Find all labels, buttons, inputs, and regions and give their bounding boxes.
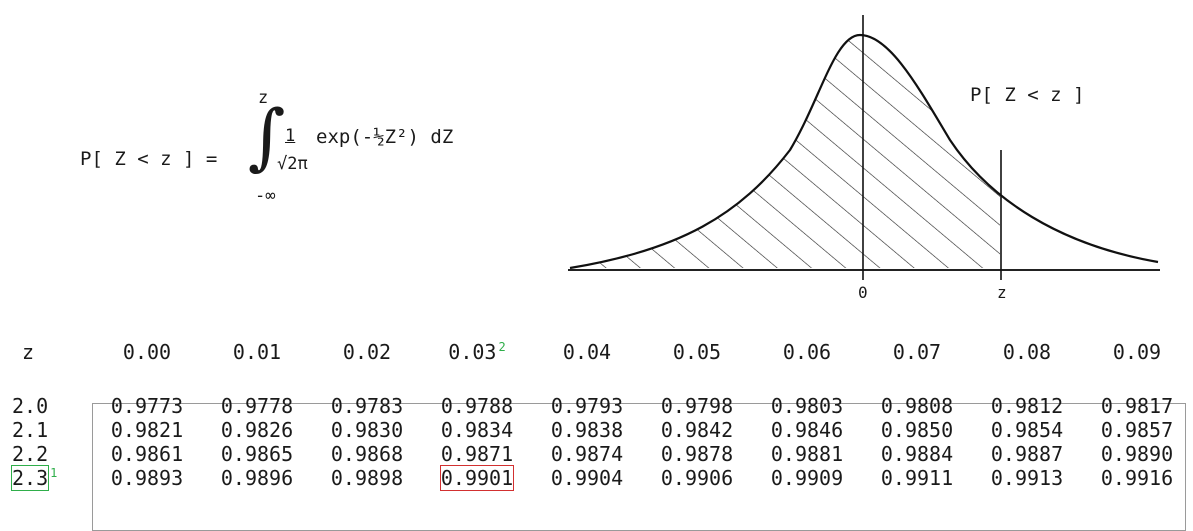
integral-upper-limit: z (258, 88, 269, 108)
col-header: 0.06 (782, 340, 832, 364)
axis-z-label: z (997, 283, 1007, 302)
table-cell: 0.9821 (110, 418, 184, 442)
normal-curve-svg (568, 15, 1160, 280)
normal-curve-figure: P[ Z < z ] 0 z (560, 0, 1180, 310)
result-value: 0.9901 (439, 465, 515, 491)
table-cell: 0.9865 (220, 442, 294, 466)
curve-probability-label: P[ Z < z ] (970, 84, 1085, 106)
row-z-value-highlighted: 2.3 1 (8, 465, 92, 491)
table-cell: 0.9850 (880, 418, 954, 442)
col-header: 0.05 (672, 340, 722, 364)
col-header: 0.08 (1002, 340, 1052, 364)
table-cell: 0.9783 (330, 394, 404, 418)
col-header-text: 0.03 (448, 340, 497, 364)
table-cell: 0.9874 (550, 442, 624, 466)
row-z-value: 2.1 (12, 418, 49, 442)
table-cell: 0.9808 (880, 394, 954, 418)
table-cell: 0.9881 (770, 442, 844, 466)
table-cell: 0.9838 (550, 418, 624, 442)
table-cell-result: 0.9901 (422, 465, 532, 491)
table-cell: 0.9868 (330, 442, 404, 466)
table-cell: 0.9913 (990, 466, 1064, 490)
row-z-value: 2.0 (12, 394, 49, 418)
table-cell: 0.9909 (770, 466, 844, 490)
table-header-row: z 0.00 0.01 0.02 0.03 2 0.04 0.05 0.06 0.… (8, 340, 1192, 380)
formula-lhs: P[ Z < z ] = (80, 148, 218, 170)
fraction-numerator: 1 (285, 126, 296, 146)
col-header: 0.07 (892, 340, 942, 364)
table-cell: 0.9773 (110, 394, 184, 418)
integral-sign: ∫ (248, 94, 286, 178)
table-cell: 0.9911 (880, 466, 954, 490)
table-cell: 0.9884 (880, 442, 954, 466)
table-cell: 0.9788 (440, 394, 514, 418)
lookup-marker-col: 2 (498, 340, 506, 355)
table-cell: 0.9878 (660, 442, 734, 466)
table-row: 2.1 0.9821 0.9826 0.9830 0.9834 0.9838 0… (8, 418, 1192, 442)
col-header: 0.01 (232, 340, 282, 364)
lookup-marker-row: 1 (50, 466, 58, 481)
row-z-text: 2.3 (10, 465, 50, 491)
density-curve (569, 33, 1159, 270)
table-cell: 0.9854 (990, 418, 1064, 442)
col-header-highlighted: 0.03 2 (422, 340, 532, 380)
col-header: 0.04 (562, 340, 612, 364)
col-header: 0.09 (1112, 340, 1162, 364)
integrand: exp(-½Z²) dZ (316, 126, 454, 148)
col-header: 0.02 (342, 340, 392, 364)
table-cell: 0.9896 (220, 466, 294, 490)
table-cell: 0.9893 (110, 466, 184, 490)
z-column-header: z (22, 340, 35, 364)
table-cell: 0.9817 (1100, 394, 1174, 418)
table-cell: 0.9857 (1100, 418, 1174, 442)
table-cell: 0.9898 (330, 466, 404, 490)
table-cell: 0.9834 (440, 418, 514, 442)
row-z-value: 2.2 (12, 442, 49, 466)
table-cell: 0.9798 (660, 394, 734, 418)
fraction-denominator: √2π (277, 154, 308, 174)
table-cell: 0.9803 (770, 394, 844, 418)
table-cell: 0.9906 (660, 466, 734, 490)
table-cell: 0.9846 (770, 418, 844, 442)
table-cell: 0.9890 (1100, 442, 1174, 466)
table-cell: 0.9830 (330, 418, 404, 442)
shaded-area (570, 35, 1000, 268)
cdf-formula: P[ Z < z ] = z ∫ -∞ 1 √2π exp(-½Z²) dZ (80, 88, 480, 218)
axis-zero-label: 0 (858, 283, 868, 302)
table-cell: 0.9904 (550, 466, 624, 490)
z-table: z 0.00 0.01 0.02 0.03 2 0.04 0.05 0.06 0.… (8, 340, 1192, 491)
col-header: 0.00 (122, 340, 172, 364)
table-cell: 0.9916 (1100, 466, 1174, 490)
table-row: 2.3 1 0.9893 0.9896 0.9898 0.9901 0.9904 … (8, 465, 1192, 491)
table-row: 2.2 0.9861 0.9865 0.9868 0.9871 0.9874 0… (8, 442, 1192, 466)
table-cell: 0.9793 (550, 394, 624, 418)
table-row: 2.0 0.9773 0.9778 0.9783 0.9788 0.9793 0… (8, 394, 1192, 418)
table-cell: 0.9887 (990, 442, 1064, 466)
table-cell: 0.9826 (220, 418, 294, 442)
integral-lower-limit: -∞ (255, 186, 276, 206)
table-cell: 0.9842 (660, 418, 734, 442)
table-cell: 0.9812 (990, 394, 1064, 418)
table-cell: 0.9778 (220, 394, 294, 418)
table-cell: 0.9861 (110, 442, 184, 466)
table-cell: 0.9871 (440, 442, 514, 466)
